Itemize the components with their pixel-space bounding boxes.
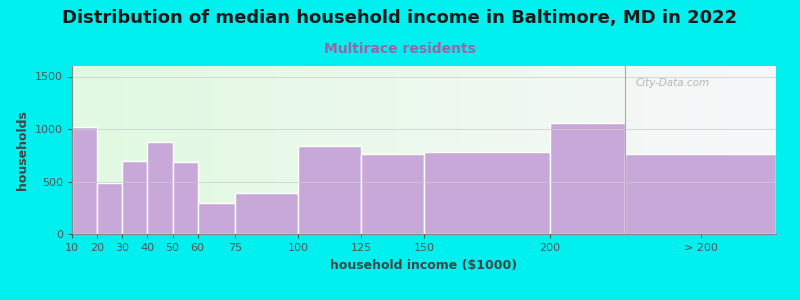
Bar (173, 161, 198, 234)
X-axis label: household income ($1000): household income ($1000) (330, 259, 518, 272)
Text: Distribution of median household income in Baltimore, MD in 2022: Distribution of median household income … (62, 9, 738, 27)
Bar (361, 154, 424, 234)
Bar (550, 123, 625, 234)
Bar (298, 146, 361, 234)
Bar (122, 160, 147, 234)
Bar (625, 154, 776, 234)
Bar (147, 142, 173, 234)
Y-axis label: households: households (17, 110, 30, 190)
Bar (72, 127, 97, 234)
Text: City-Data.com: City-Data.com (635, 78, 710, 88)
Bar (198, 202, 235, 234)
Text: Multirace residents: Multirace residents (324, 42, 476, 56)
Bar (424, 152, 550, 234)
Bar (235, 193, 298, 234)
Bar (97, 182, 122, 234)
